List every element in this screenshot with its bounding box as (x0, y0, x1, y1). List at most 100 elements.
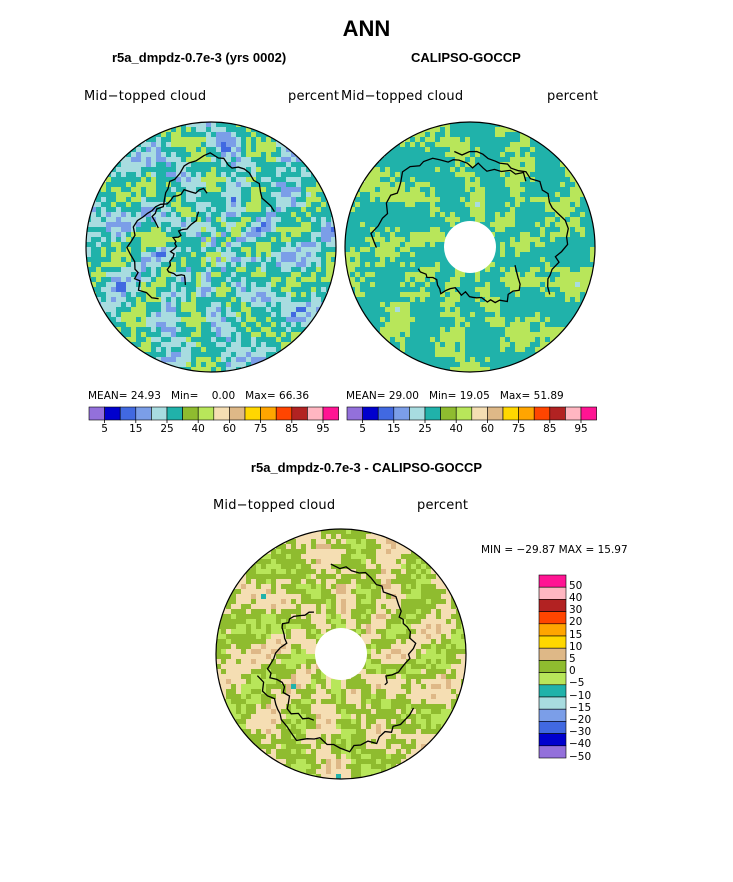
field-cell (440, 317, 446, 323)
field-cell (395, 147, 401, 153)
field-cell (246, 192, 252, 198)
field-cell (276, 257, 282, 263)
field-cell (520, 172, 526, 178)
field-cell (575, 217, 581, 223)
field-cell (341, 569, 347, 575)
field-cell (495, 242, 501, 248)
field-cell (126, 297, 132, 303)
field-cell (540, 272, 546, 278)
field-cell (231, 202, 237, 208)
field-cell (216, 152, 222, 158)
diff-colorbar-label: 50 (569, 579, 583, 592)
field-cell (146, 252, 152, 258)
field-cell (231, 142, 237, 148)
field-cell (490, 172, 496, 178)
field-cell (221, 262, 227, 268)
field-cell (560, 197, 566, 203)
field-cell (221, 302, 227, 308)
field-cell (515, 267, 521, 273)
field-cell (186, 237, 192, 243)
field-cell (390, 262, 396, 268)
field-cell (241, 137, 247, 143)
field-cell (495, 332, 501, 338)
field-cell (455, 347, 461, 353)
field-cell (380, 287, 386, 293)
field-cell (276, 579, 282, 585)
field-cell (306, 197, 312, 203)
field-cell (341, 589, 347, 595)
field-cell (196, 257, 202, 263)
field-cell (236, 292, 242, 298)
field-cell (415, 322, 421, 328)
field-cell (211, 207, 217, 213)
field-cell (475, 337, 481, 343)
field-cell (96, 217, 102, 223)
field-cell (236, 177, 242, 183)
field-cell (525, 332, 531, 338)
field-cell (371, 594, 377, 600)
field-cell (575, 237, 581, 243)
field-cell (430, 247, 436, 253)
field-cell (405, 227, 411, 233)
field-cell (231, 172, 237, 178)
field-cell (565, 207, 571, 213)
field-cell (450, 132, 456, 138)
field-cell (396, 574, 402, 580)
field-cell (515, 137, 521, 143)
field-cell (186, 142, 192, 148)
field-cell (436, 619, 442, 625)
field-cell (256, 212, 262, 218)
field-cell (156, 362, 162, 368)
field-cell (480, 287, 486, 293)
field-cell (430, 312, 436, 318)
field-cell (355, 282, 361, 288)
field-cell (440, 322, 446, 328)
field-cell (390, 187, 396, 193)
field-cell (540, 172, 546, 178)
field-cell (350, 242, 356, 248)
field-cell (545, 272, 551, 278)
field-cell (450, 177, 456, 183)
field-cell (211, 187, 217, 193)
field-cell (520, 167, 526, 173)
field-cell (430, 127, 436, 133)
field-cell (336, 609, 342, 615)
field-cell (286, 192, 292, 198)
field-cell (370, 277, 376, 283)
field-cell (390, 337, 396, 343)
field-cell (505, 272, 511, 278)
field-cell (286, 297, 292, 303)
field-cell (166, 257, 172, 263)
field-cell (405, 287, 411, 293)
field-cell (206, 247, 212, 253)
field-cell (585, 247, 591, 253)
field-cell (545, 302, 551, 308)
field-cell (500, 322, 506, 328)
field-cell (291, 267, 297, 273)
field-cell (306, 207, 312, 213)
field-cell (166, 252, 172, 258)
field-cell (296, 302, 302, 308)
field-cell (416, 569, 422, 575)
field-cell (271, 307, 277, 313)
field-cell (545, 232, 551, 238)
field-cell (385, 202, 391, 208)
field-cell (535, 247, 541, 253)
field-cell (281, 352, 287, 358)
field-cell (570, 272, 576, 278)
field-cell (410, 302, 416, 308)
field-cell (370, 302, 376, 308)
field-cell (390, 322, 396, 328)
field-cell (231, 182, 237, 188)
field-cell (296, 227, 302, 233)
field-cell (420, 352, 426, 358)
field-cell (435, 147, 441, 153)
field-cell (440, 217, 446, 223)
field-cell (430, 212, 436, 218)
field-cell (420, 312, 426, 318)
field-cell (306, 257, 312, 263)
field-cell (405, 347, 411, 353)
field-cell (450, 337, 456, 343)
field-cell (555, 222, 561, 228)
field-cell (485, 147, 491, 153)
